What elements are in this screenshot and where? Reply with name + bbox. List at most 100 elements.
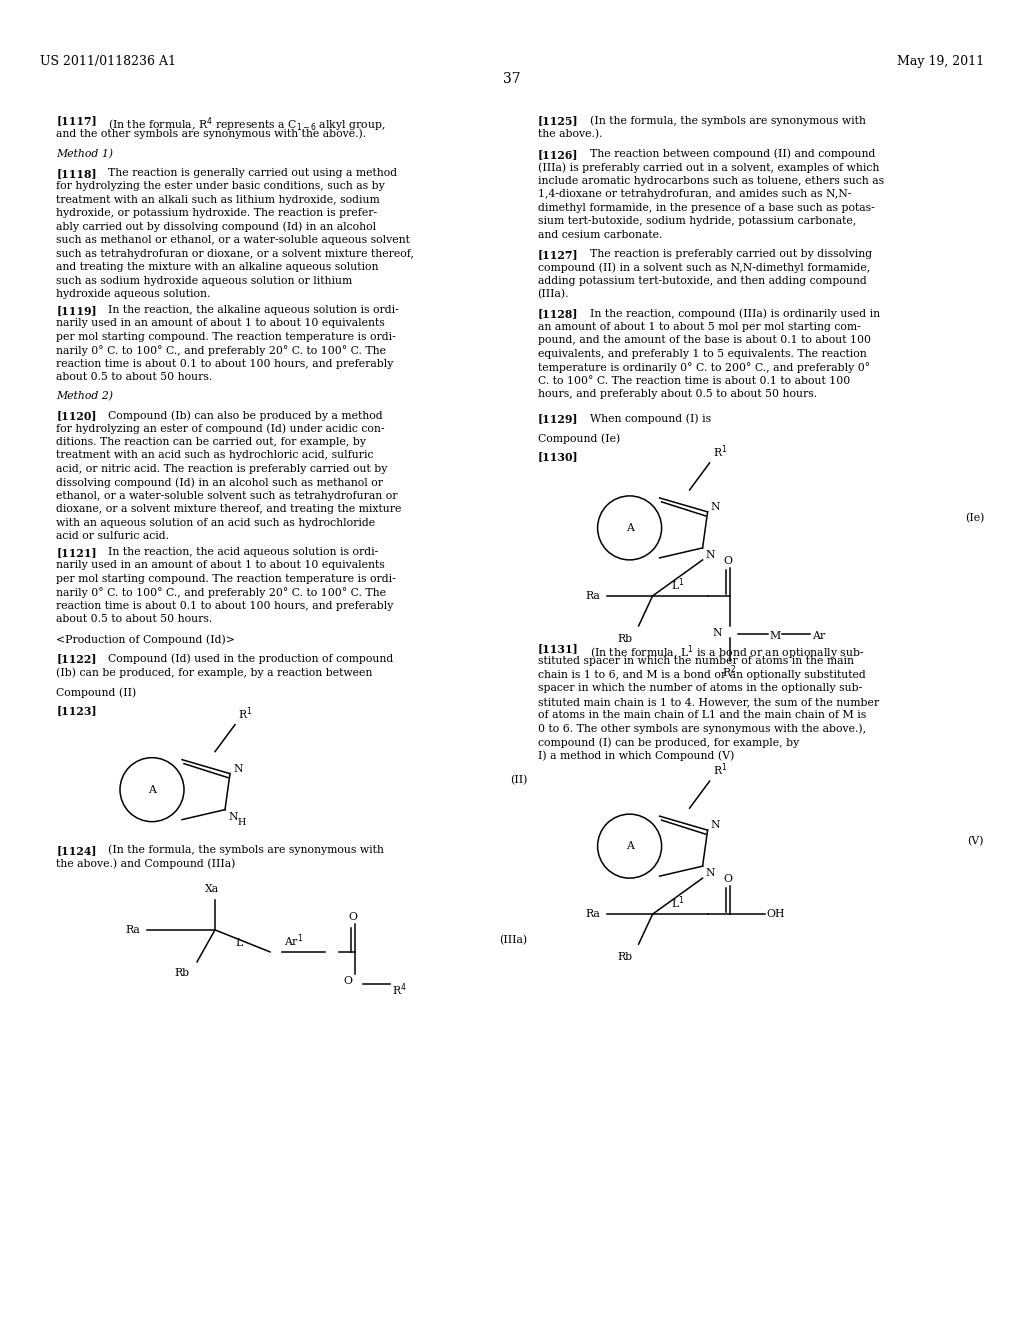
Text: R$^1$: R$^1$ [238, 705, 252, 722]
Text: (In the formula, the symbols are synonymous with: (In the formula, the symbols are synonym… [109, 845, 384, 855]
Text: treatment with an acid such as hydrochloric acid, sulfuric: treatment with an acid such as hydrochlo… [56, 450, 374, 461]
Text: [1117]: [1117] [56, 115, 97, 125]
Text: sium tert-butoxide, sodium hydride, potassium carbonate,: sium tert-butoxide, sodium hydride, pota… [538, 216, 856, 226]
Text: 1,4-dioxane or tetrahydrofuran, and amides such as N,N-: 1,4-dioxane or tetrahydrofuran, and amid… [538, 189, 851, 199]
Text: (Ib) can be produced, for example, by a reaction between: (Ib) can be produced, for example, by a … [56, 667, 373, 677]
Text: [1123]: [1123] [56, 705, 97, 715]
Text: reaction time is about 0.1 to about 100 hours, and preferably: reaction time is about 0.1 to about 100 … [56, 359, 393, 368]
Text: temperature is ordinarily 0° C. to 200° C., and preferably 0°: temperature is ordinarily 0° C. to 200° … [538, 362, 869, 374]
Text: L: L [234, 939, 243, 948]
Text: O: O [348, 912, 357, 921]
Text: Ra: Ra [125, 925, 140, 935]
Text: of atoms in the main chain of L1 and the main chain of M is: of atoms in the main chain of L1 and the… [538, 710, 866, 721]
Text: The reaction between compound (II) and compound: The reaction between compound (II) and c… [590, 149, 874, 160]
Text: A: A [148, 784, 156, 795]
Text: N: N [233, 764, 243, 774]
Text: about 0.5 to about 50 hours.: about 0.5 to about 50 hours. [56, 614, 213, 624]
Text: (Ie): (Ie) [965, 512, 984, 523]
Text: hydroxide aqueous solution.: hydroxide aqueous solution. [56, 289, 211, 300]
Text: adding potassium tert-butoxide, and then adding compound: adding potassium tert-butoxide, and then… [538, 276, 866, 285]
Text: with an aqueous solution of an acid such as hydrochloride: with an aqueous solution of an acid such… [56, 517, 376, 528]
Text: Rb: Rb [175, 968, 190, 978]
Text: (In the formula, L$^1$ is a bond or an optionally sub-: (In the formula, L$^1$ is a bond or an o… [590, 643, 864, 661]
Text: ditions. The reaction can be carried out, for example, by: ditions. The reaction can be carried out… [56, 437, 367, 447]
Text: <Production of Compound (Id)>: <Production of Compound (Id)> [56, 635, 236, 645]
Text: for hydrolyzing an ester of compound (Id) under acidic con-: for hydrolyzing an ester of compound (Id… [56, 424, 385, 434]
Text: R$^2$: R$^2$ [723, 664, 736, 681]
Text: Ra: Ra [586, 909, 601, 919]
Text: [1124]: [1124] [56, 845, 97, 855]
Text: [1130]: [1130] [538, 451, 579, 462]
Text: an amount of about 1 to about 5 mol per mol starting com-: an amount of about 1 to about 5 mol per … [538, 322, 860, 331]
Text: the above.) and Compound (IIIa): the above.) and Compound (IIIa) [56, 858, 236, 869]
Text: include aromatic hydrocarbons such as toluene, ethers such as: include aromatic hydrocarbons such as to… [538, 176, 884, 186]
Text: In the reaction, the acid aqueous solution is ordi-: In the reaction, the acid aqueous soluti… [109, 546, 379, 557]
Text: In the reaction, compound (IIIa) is ordinarily used in: In the reaction, compound (IIIa) is ordi… [590, 308, 880, 318]
Text: narily 0° C. to 100° C., and preferably 20° C. to 100° C. The: narily 0° C. to 100° C., and preferably … [56, 345, 386, 356]
Text: Ar: Ar [812, 631, 824, 642]
Text: treatment with an alkali such as lithium hydroxide, sodium: treatment with an alkali such as lithium… [56, 194, 380, 205]
Text: May 19, 2011: May 19, 2011 [897, 55, 984, 69]
Text: N: N [706, 869, 715, 878]
Text: Compound (Ib) can also be produced by a method: Compound (Ib) can also be produced by a … [109, 411, 383, 421]
Text: reaction time is about 0.1 to about 100 hours, and preferably: reaction time is about 0.1 to about 100 … [56, 601, 393, 611]
Text: for hydrolyzing the ester under basic conditions, such as by: for hydrolyzing the ester under basic co… [56, 181, 385, 191]
Text: Ar$^1$: Ar$^1$ [284, 932, 303, 949]
Text: and treating the mixture with an alkaline aqueous solution: and treating the mixture with an alkalin… [56, 263, 379, 272]
Text: equivalents, and preferably 1 to 5 equivalents. The reaction: equivalents, and preferably 1 to 5 equiv… [538, 348, 866, 359]
Text: narily used in an amount of about 1 to about 10 equivalents: narily used in an amount of about 1 to a… [56, 318, 385, 329]
Text: dissolving compound (Id) in an alcohol such as methanol or: dissolving compound (Id) in an alcohol s… [56, 478, 383, 488]
Text: [1127]: [1127] [538, 248, 579, 260]
Text: Rb: Rb [617, 634, 633, 644]
Text: narily 0° C. to 100° C., and preferably 20° C. to 100° C. The: narily 0° C. to 100° C., and preferably … [56, 587, 386, 598]
Text: OH: OH [767, 909, 785, 919]
Text: H: H [238, 817, 246, 826]
Text: [1120]: [1120] [56, 411, 97, 421]
Text: about 0.5 to about 50 hours.: about 0.5 to about 50 hours. [56, 372, 213, 383]
Text: and cesium carbonate.: and cesium carbonate. [538, 230, 662, 240]
Text: M: M [770, 631, 781, 642]
Text: such as tetrahydrofuran or dioxane, or a solvent mixture thereof,: such as tetrahydrofuran or dioxane, or a… [56, 248, 415, 259]
Text: The reaction is generally carried out using a method: The reaction is generally carried out us… [109, 168, 397, 178]
Text: [1121]: [1121] [56, 546, 97, 558]
Text: stituted spacer in which the number of atoms in the main: stituted spacer in which the number of a… [538, 656, 854, 667]
Text: [1126]: [1126] [538, 149, 579, 160]
Text: R$^1$: R$^1$ [713, 444, 727, 459]
Text: O: O [723, 556, 732, 566]
Text: (IIIa): (IIIa) [500, 935, 527, 945]
Text: O: O [343, 975, 352, 986]
Text: compound (II) in a solvent such as N,N-dimethyl formamide,: compound (II) in a solvent such as N,N-d… [538, 263, 869, 273]
Text: acid, or nitric acid. The reaction is preferably carried out by: acid, or nitric acid. The reaction is pr… [56, 463, 388, 474]
Text: C. to 100° C. The reaction time is about 0.1 to about 100: C. to 100° C. The reaction time is about… [538, 376, 850, 385]
Text: 0 to 6. The other symbols are synonymous with the above.),: 0 to 6. The other symbols are synonymous… [538, 723, 865, 734]
Text: compound (I) can be produced, for example, by: compound (I) can be produced, for exampl… [538, 738, 799, 748]
Text: Rb: Rb [617, 952, 633, 962]
Text: per mol starting compound. The reaction temperature is ordi-: per mol starting compound. The reaction … [56, 574, 396, 583]
Text: The reaction is preferably carried out by dissolving: The reaction is preferably carried out b… [590, 248, 871, 259]
Text: chain is 1 to 6, and M is a bond or an optionally substituted: chain is 1 to 6, and M is a bond or an o… [538, 671, 865, 680]
Text: Compound (Ie): Compound (Ie) [538, 433, 620, 444]
Text: ethanol, or a water-soluble solvent such as tetrahydrofuran or: ethanol, or a water-soluble solvent such… [56, 491, 397, 502]
Text: (IIIa) is preferably carried out in a solvent, examples of which: (IIIa) is preferably carried out in a so… [538, 162, 879, 173]
Text: Compound (II): Compound (II) [56, 688, 136, 698]
Text: [1122]: [1122] [56, 653, 97, 664]
Text: [1129]: [1129] [538, 413, 579, 424]
Text: the above.).: the above.). [538, 128, 602, 139]
Text: and the other symbols are synonymous with the above.).: and the other symbols are synonymous wit… [56, 128, 367, 139]
Text: such as methanol or ethanol, or a water-soluble aqueous solvent: such as methanol or ethanol, or a water-… [56, 235, 411, 246]
Text: [1131]: [1131] [538, 643, 579, 653]
Text: A: A [626, 523, 634, 533]
Text: dioxane, or a solvent mixture thereof, and treating the mixture: dioxane, or a solvent mixture thereof, a… [56, 504, 401, 515]
Text: 37: 37 [503, 73, 521, 86]
Text: N: N [711, 502, 720, 512]
Text: spacer in which the number of atoms in the optionally sub-: spacer in which the number of atoms in t… [538, 684, 862, 693]
Text: per mol starting compound. The reaction temperature is ordi-: per mol starting compound. The reaction … [56, 331, 396, 342]
Text: pound, and the amount of the base is about 0.1 to about 100: pound, and the amount of the base is abo… [538, 335, 870, 345]
Text: O: O [723, 874, 732, 884]
Text: narily used in an amount of about 1 to about 10 equivalents: narily used in an amount of about 1 to a… [56, 561, 385, 570]
Text: Ra: Ra [586, 591, 601, 601]
Text: hours, and preferably about 0.5 to about 50 hours.: hours, and preferably about 0.5 to about… [538, 389, 817, 399]
Text: (In the formula, the symbols are synonymous with: (In the formula, the symbols are synonym… [590, 115, 865, 125]
Text: such as sodium hydroxide aqueous solution or lithium: such as sodium hydroxide aqueous solutio… [56, 276, 352, 285]
Text: Compound (Id) used in the production of compound: Compound (Id) used in the production of … [109, 653, 393, 664]
